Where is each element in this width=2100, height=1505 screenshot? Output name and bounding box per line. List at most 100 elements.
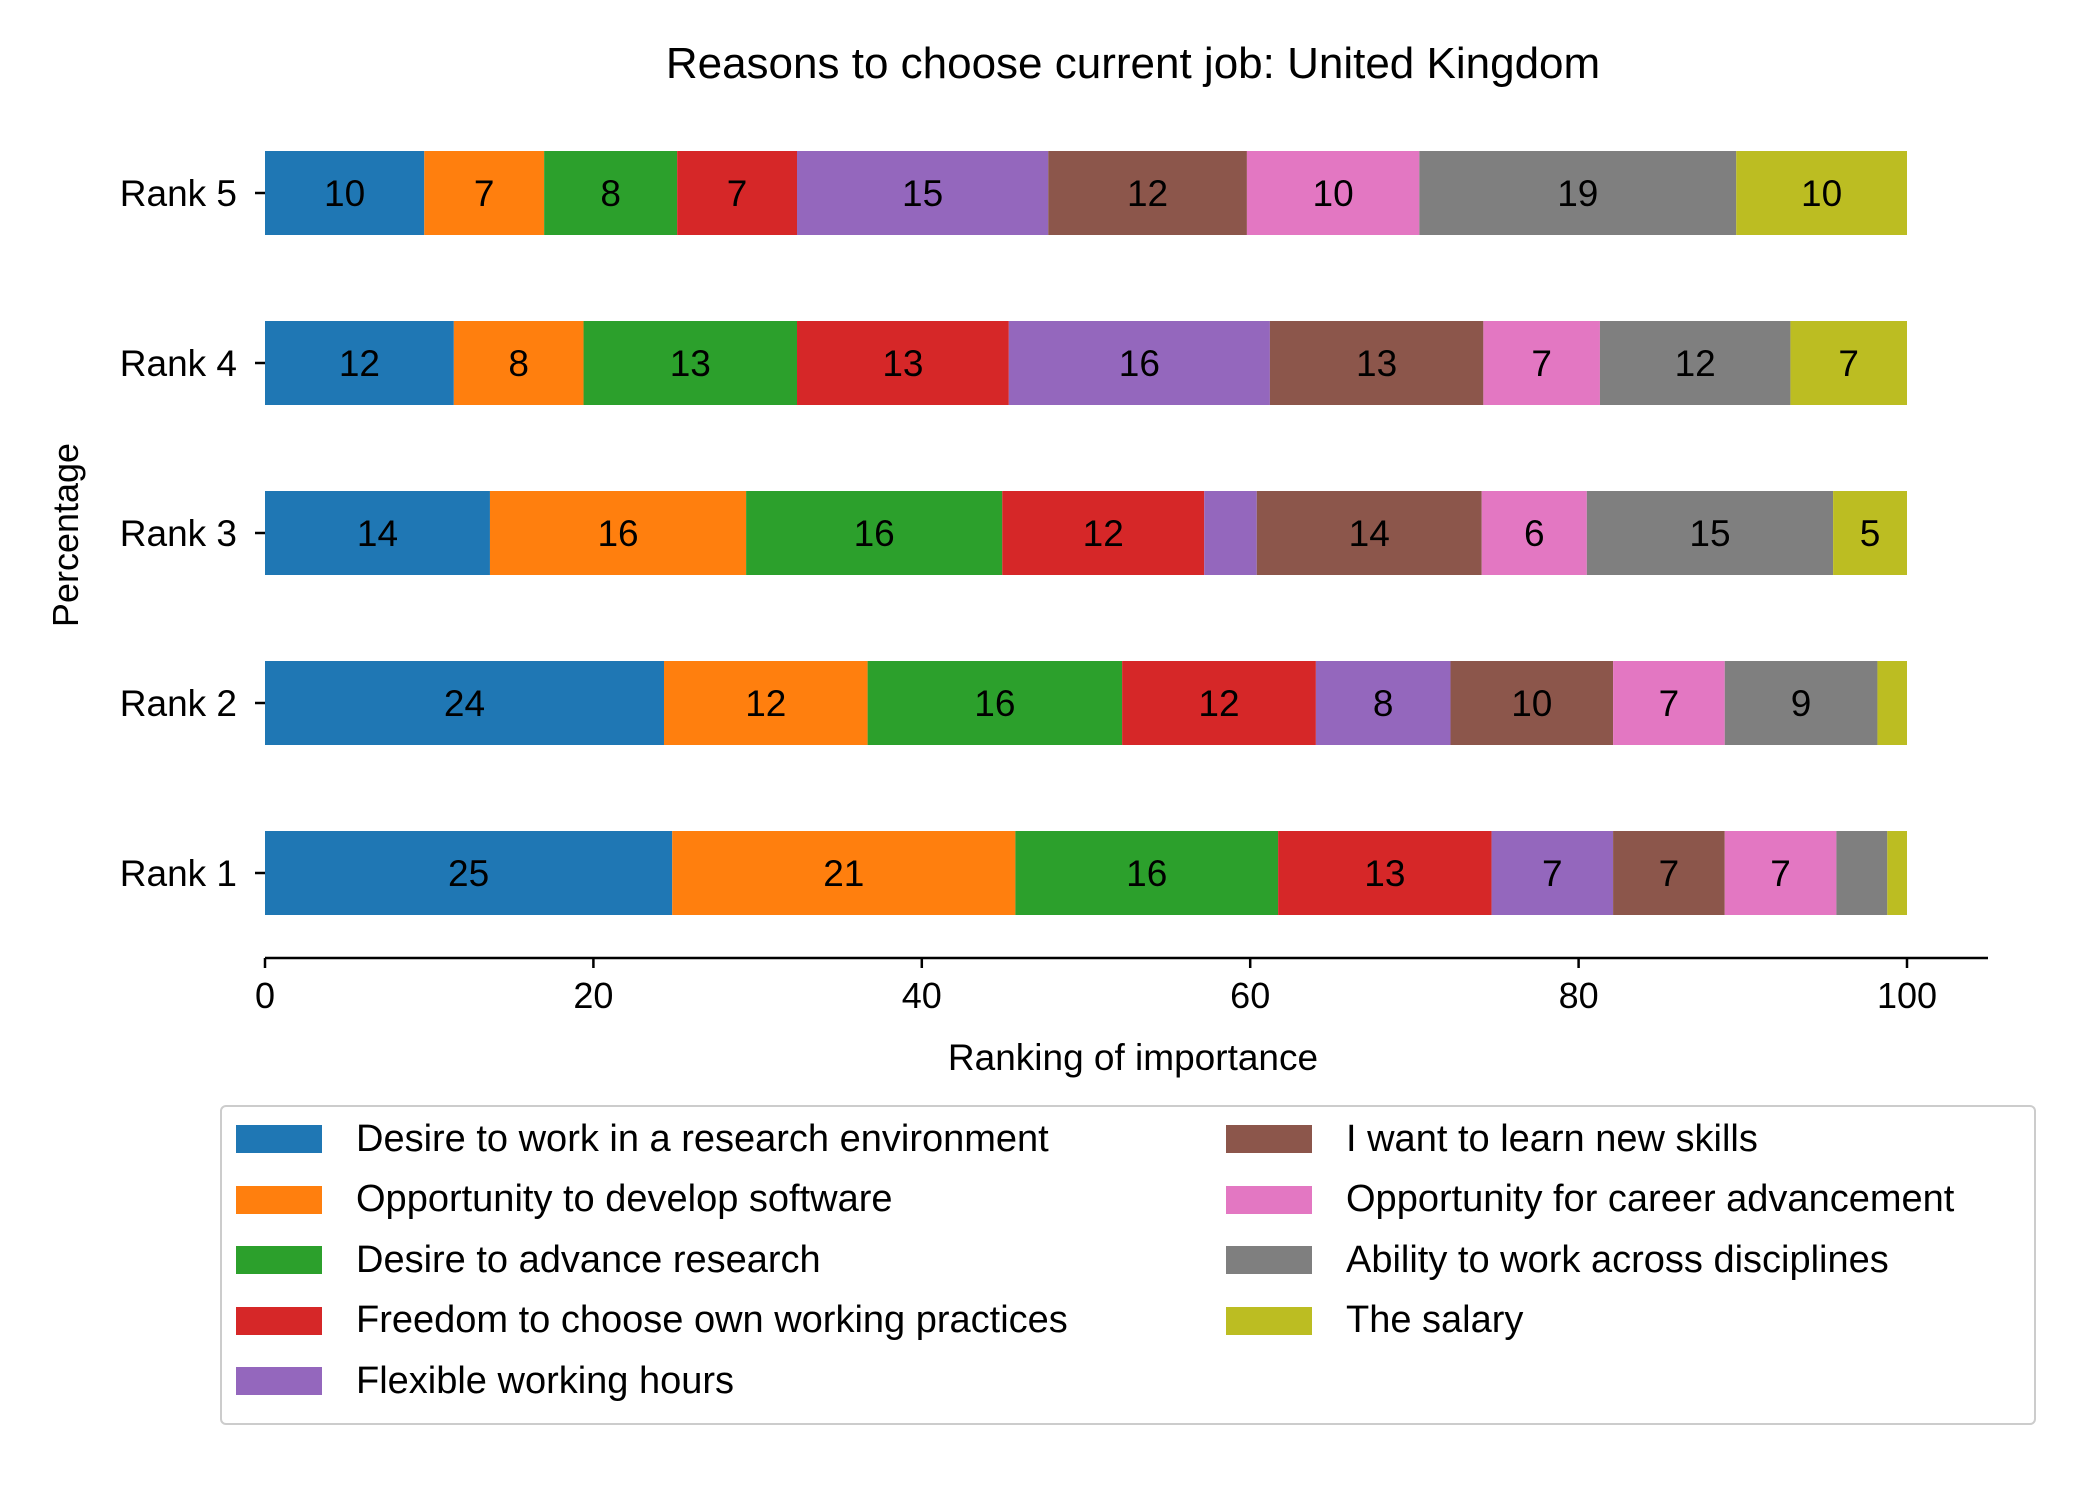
bar-segment: [1315, 661, 1451, 745]
bar-segment: [1015, 831, 1279, 915]
chart-title: Reasons to choose current job: United Ki…: [666, 39, 1600, 88]
bar-value-label: 13: [1356, 343, 1397, 384]
bar-segment: [424, 151, 545, 235]
bar-segment: [453, 321, 584, 405]
y-tick-label: Rank 1: [120, 853, 237, 894]
legend-swatch: [236, 1125, 322, 1153]
legend-item: Desire to work in a research environment: [236, 1117, 1049, 1160]
bar-segment: [1204, 491, 1257, 575]
bar-value-label: 7: [1659, 683, 1680, 724]
bar-value-label: 12: [339, 343, 380, 384]
bar-value-label: 12: [1083, 513, 1124, 554]
bar-value-label: 10: [1313, 173, 1354, 214]
bar-segment: [677, 151, 798, 235]
bar-segment: [1586, 491, 1834, 575]
bar-segment: [1483, 321, 1600, 405]
legend-label: Desire to advance research: [356, 1238, 821, 1281]
bar-value-label: 5: [1860, 513, 1881, 554]
bar-value-label: 12: [745, 683, 786, 724]
bar-value-label: 8: [600, 173, 621, 214]
y-tick-label: Rank 3: [120, 513, 237, 554]
bar-value-label: 21: [823, 853, 864, 894]
bar-segment: [1724, 831, 1837, 915]
x-tick-label: 20: [573, 975, 613, 1016]
bar-value-label: 7: [474, 173, 495, 214]
legend: Desire to work in a research environment…: [220, 1105, 2036, 1425]
bars-layer: [265, 151, 1907, 915]
bar-segment: [1491, 831, 1614, 915]
legend-label: Ability to work across disciplines: [1346, 1238, 1889, 1281]
bar-value-label: 8: [508, 343, 529, 384]
y-tick-label: Rank 2: [120, 683, 237, 724]
bar-segment: [1256, 491, 1482, 575]
legend-label: Flexible working hours: [356, 1359, 735, 1402]
bar-value-label: 16: [597, 513, 638, 554]
bar-value-label: 10: [1801, 173, 1842, 214]
legend-label: Desire to work in a research environment: [356, 1117, 1049, 1160]
bar-value-label: 9: [1791, 683, 1812, 724]
legend-item: I want to learn new skills: [1226, 1117, 1758, 1160]
x-tick-label: 40: [902, 975, 942, 1016]
bar-value-label: 16: [1119, 343, 1160, 384]
bar-segment: [1122, 661, 1316, 745]
bar-value-label: 7: [727, 173, 748, 214]
legend-item: Opportunity for career advancement: [1226, 1178, 1955, 1220]
bar-segment: [867, 661, 1123, 745]
legend-swatch: [236, 1246, 322, 1274]
legend-label: Freedom to choose own working practices: [356, 1299, 1068, 1341]
bar-value-label: 16: [974, 683, 1015, 724]
bar-labels-layer: 25 21 16 13 7 7 7 24 12 16 12 8 10 7 9 14 16 16 12 14 6 15 5 12…: [324, 173, 1880, 894]
bar-segment: [1887, 831, 1907, 915]
bar-segment: [672, 831, 1016, 915]
bar-value-label: 14: [357, 513, 398, 554]
legend-item: Freedom to choose own working practices: [236, 1299, 1068, 1341]
bar-value-label: 15: [1689, 513, 1730, 554]
legend-swatch: [236, 1367, 322, 1395]
bar-value-label: 16: [854, 513, 895, 554]
legend-swatch: [1226, 1246, 1312, 1274]
bar-segment: [265, 151, 425, 235]
x-tick-label: 0: [255, 975, 275, 1016]
bar-segment: [489, 491, 747, 575]
bar-value-label: 10: [1511, 683, 1552, 724]
bar-segment: [265, 831, 673, 915]
bar-value-label: 7: [1531, 343, 1552, 384]
legend-label: Opportunity for career advancement: [1346, 1178, 1955, 1220]
bar-segment: [1481, 491, 1587, 575]
bar-value-label: 12: [1675, 343, 1716, 384]
x-tick-label: 80: [1559, 975, 1599, 1016]
bar-segment: [1048, 151, 1247, 235]
bar-segment: [1002, 491, 1205, 575]
bar-segment: [1833, 491, 1907, 575]
bar-value-label: 8: [1373, 683, 1394, 724]
bar-value-label: 16: [1126, 853, 1167, 894]
bar-segment: [797, 151, 1049, 235]
bar-value-label: 7: [1770, 853, 1791, 894]
bar-segment: [797, 321, 1009, 405]
bar-value-label: 12: [1127, 173, 1168, 214]
bar-segment: [1613, 831, 1725, 915]
bar-value-label: 13: [882, 343, 923, 384]
bar-segment: [583, 321, 798, 405]
bar-segment: [1877, 661, 1907, 745]
bar-segment: [1008, 321, 1270, 405]
bar-segment: [664, 661, 868, 745]
bar-segment: [1790, 321, 1907, 405]
bar-value-label: 14: [1349, 513, 1390, 554]
legend-label: I want to learn new skills: [1346, 1117, 1758, 1160]
bar-segment: [1836, 831, 1888, 915]
bar-segment: [1724, 661, 1878, 745]
x-tick-label: 60: [1230, 975, 1270, 1016]
legend-label: Opportunity to develop software: [356, 1178, 893, 1220]
legend-item: Flexible working hours: [236, 1359, 735, 1402]
y-axis-label: Percentage: [45, 443, 86, 627]
legend-swatch: [236, 1185, 322, 1214]
legend-swatch: [1226, 1306, 1312, 1335]
bar-value-label: 19: [1557, 173, 1598, 214]
bar-segment: [746, 491, 1003, 575]
bar-segment: [1450, 661, 1614, 745]
x-axis-label: Ranking of importance: [948, 1037, 1318, 1078]
legend-item: Desire to advance research: [236, 1238, 821, 1281]
